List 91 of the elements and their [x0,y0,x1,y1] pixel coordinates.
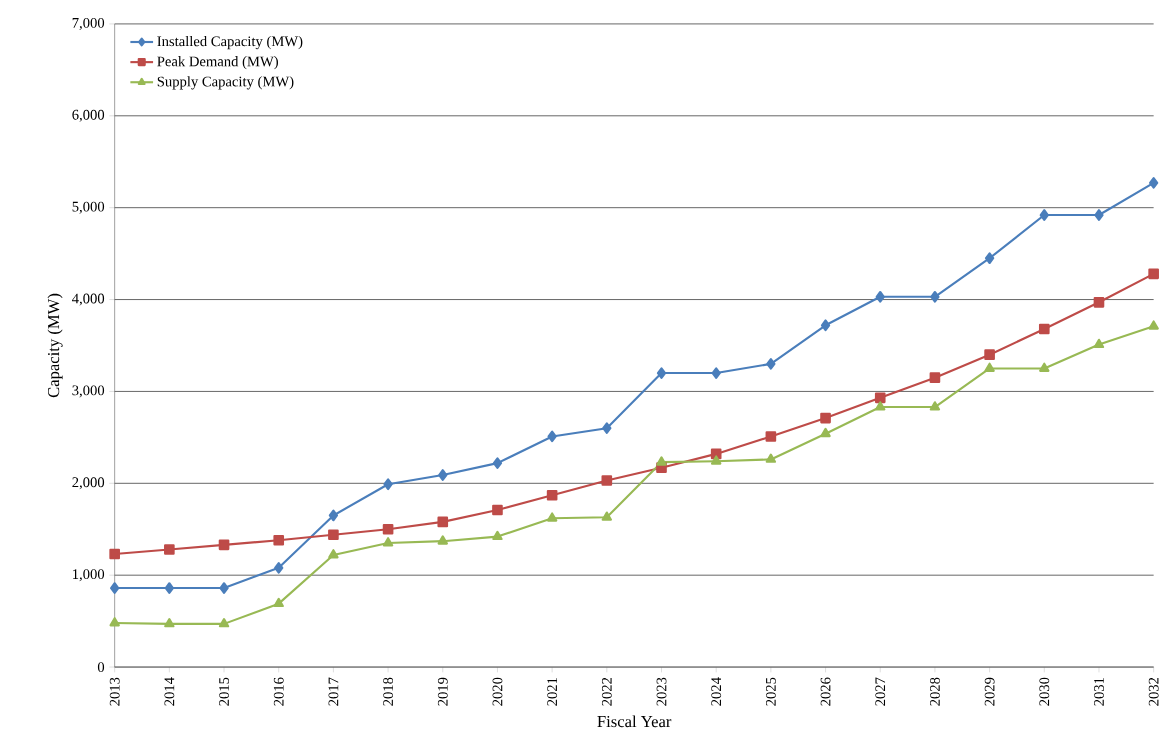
x-tick-label: 2028 [929,677,940,706]
point [110,582,120,594]
point [984,252,995,265]
point [109,617,120,627]
point [164,544,175,555]
point [929,401,941,411]
point [1093,338,1105,349]
x-tick-label: 2021 [547,678,558,706]
y-tick-label: 7,000 [72,18,105,31]
x-axis-title: Fiscal Year [597,715,672,728]
point [875,401,886,411]
point [328,529,339,541]
x-tick-label: 2024 [711,677,722,706]
point [218,539,230,551]
point [438,469,448,481]
legend-label: Supply Capacity (MW) [157,76,294,90]
point [437,535,448,545]
y-tick-label: 3,000 [72,385,105,398]
point [710,455,722,465]
point [656,367,667,379]
point [765,431,777,442]
point [382,537,394,547]
point [820,412,831,424]
point [328,549,339,559]
point [602,422,612,435]
point [930,291,940,303]
point [1038,323,1050,335]
point [820,427,831,438]
point [492,504,503,516]
y-tick-label: 5,000 [72,201,105,214]
x-tick-label: 2030 [1039,677,1050,706]
point [546,512,558,522]
point [383,478,393,491]
point [766,358,776,370]
point [984,349,995,361]
x-tick-label: 2015 [219,677,229,706]
x-tick-label: 2023 [656,677,667,706]
x-tick-label: 2020 [492,677,503,706]
point [1148,268,1159,280]
x-tick-label: 2013 [109,677,120,706]
x-tick-label: 2026 [820,677,831,706]
x-tick-label: 2019 [437,677,448,706]
x-tick-label: 2014 [164,677,175,706]
point [547,430,557,443]
y-tick-label: 1,000 [73,569,105,582]
x-tick-label: 2017 [328,677,339,706]
y-tick-label: 0 [97,662,105,673]
point [328,509,339,522]
x-tick-label: 2031 [1094,678,1104,706]
point [492,457,503,470]
point [1094,209,1104,221]
x-tick-label: 2022 [601,677,612,706]
x-tick-label: 2018 [383,677,394,706]
point [656,456,667,466]
x-tick-label: 2027 [875,677,886,706]
legend-label: Installed Capacity (MW) [157,36,303,50]
point [1039,209,1049,221]
point [492,530,503,541]
point [109,548,120,560]
point [1148,177,1159,189]
point [274,562,284,574]
point [218,618,230,628]
point [164,618,175,628]
point [875,291,885,303]
x-tick-label: 2016 [273,677,284,706]
point [437,516,449,528]
point [765,453,777,463]
x-tick-label: 2032 [1148,677,1159,706]
point [601,511,613,521]
point [874,392,886,404]
y-tick-label: 4,000 [72,293,105,306]
y-tick-label: 6,000 [72,109,105,122]
point [1093,297,1105,308]
point [711,367,721,379]
x-tick-label: 2029 [984,677,995,706]
point [820,319,831,332]
point [273,535,285,546]
point [601,475,613,486]
y-tick-label: 2,000 [72,477,105,490]
point [1039,362,1050,373]
legend-label: Peak Demand (MW) [157,56,278,70]
x-tick-label: 2025 [765,677,776,706]
y-axis-title: Capacity (MW) [47,293,63,398]
point [273,597,284,608]
point [984,362,995,373]
point [219,582,229,594]
point [164,582,175,594]
point [546,490,558,501]
point [1148,320,1159,330]
point [929,372,941,384]
point [382,524,394,535]
